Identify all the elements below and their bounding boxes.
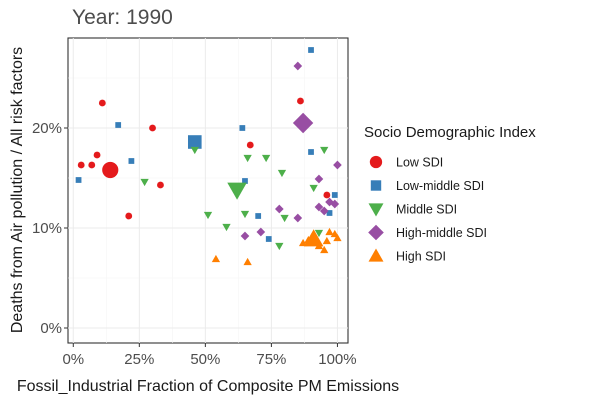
legend-key-middle-sdi <box>368 203 384 217</box>
x-axis-title: Fossil_Industrial Fraction of Composite … <box>17 378 399 395</box>
data-point-middle-sdi <box>280 214 289 223</box>
data-points <box>75 47 342 266</box>
data-point-middle-sdi <box>140 178 149 187</box>
data-point-high-sdi <box>320 245 329 254</box>
data-point-low-sdi <box>297 97 304 105</box>
data-point-high-sdi <box>314 241 324 250</box>
data-point-low-middle-sdi <box>115 122 122 128</box>
data-point-high-sdi <box>322 236 332 245</box>
data-point-low-middle-sdi <box>331 192 338 198</box>
x-tick-label: 50% <box>190 351 220 368</box>
data-point-low-middle-sdi <box>255 213 262 219</box>
data-point-low-sdi <box>246 141 254 149</box>
legend-label-low-middle-sdi: Low-middle SDI <box>396 179 484 193</box>
data-point-high-middle-sdi <box>330 199 340 209</box>
data-point-middle-sdi <box>222 223 231 232</box>
data-point-high-middle-sdi <box>293 213 303 223</box>
legend-key-high-sdi <box>368 248 384 262</box>
data-point-high-middle-sdi <box>314 202 324 212</box>
legend-label-high-middle-sdi: High-middle SDI <box>396 226 487 240</box>
data-point-middle-sdi <box>243 154 252 163</box>
data-point-low-middle-sdi <box>239 125 246 131</box>
data-point-low-sdi <box>149 124 156 132</box>
data-point-high-middle-sdi <box>256 227 266 237</box>
data-point-middle-sdi <box>277 169 287 178</box>
plot-panel <box>67 37 349 344</box>
data-point-low-sdi <box>98 99 106 107</box>
y-tick-label: 10% <box>32 220 62 237</box>
data-point-high-middle-sdi <box>293 61 303 71</box>
data-point-low-sdi <box>77 161 85 169</box>
data-point-low-sdi <box>93 151 101 159</box>
data-point-low-sdi <box>157 181 164 189</box>
data-point-high-middle-sdi <box>240 231 250 241</box>
data-point-low-sdi <box>323 191 331 199</box>
legend-label-high-sdi: High SDI <box>396 250 446 264</box>
data-point-high-sdi <box>325 227 334 236</box>
data-point-middle-sdi <box>203 211 213 220</box>
data-point-low-sdi <box>88 161 96 169</box>
data-point-middle-sdi <box>320 146 329 155</box>
data-point-low-middle-sdi <box>128 158 135 164</box>
x-axis: 0% 25% 50% 75% 100% <box>62 343 357 368</box>
data-point-low-sdi <box>102 161 119 179</box>
legend-label-low-sdi: Low SDI <box>396 156 443 170</box>
data-point-low-middle-sdi <box>308 47 314 53</box>
data-point-middle-sdi <box>314 229 324 238</box>
data-point-middle-sdi <box>261 154 271 163</box>
data-point-high-middle-sdi <box>333 160 342 170</box>
data-point-low-sdi <box>125 212 133 220</box>
data-point-high-sdi <box>211 254 221 263</box>
data-point-high-sdi <box>243 257 252 266</box>
data-point-high-middle-sdi <box>292 112 314 134</box>
data-point-high-sdi <box>333 233 342 242</box>
legend-key-low-sdi <box>369 155 383 169</box>
x-tick-label: 25% <box>124 351 154 368</box>
y-axis: 0% 10% 20% <box>32 120 68 337</box>
data-point-middle-sdi <box>240 210 250 219</box>
legend-title: Socio Demographic Index <box>364 124 536 141</box>
x-tick-label: 100% <box>318 351 356 368</box>
data-point-high-middle-sdi <box>319 206 329 216</box>
data-point-low-middle-sdi <box>242 178 248 184</box>
x-tick-label: 75% <box>256 351 286 368</box>
data-point-middle-sdi <box>309 184 318 193</box>
chart-title: Year: 1990 <box>72 6 173 29</box>
grid <box>68 38 348 343</box>
data-point-high-middle-sdi <box>275 204 284 214</box>
data-point-middle-sdi <box>190 146 199 155</box>
y-axis-title: Deaths from Air pollution / All risk fac… <box>9 47 26 333</box>
data-point-low-middle-sdi <box>75 177 82 183</box>
data-point-low-middle-sdi <box>308 149 314 155</box>
data-point-middle-sdi <box>227 182 247 200</box>
data-point-middle-sdi <box>275 242 284 251</box>
legend: Socio Demographic Index Low SDI Low-middl… <box>364 124 536 264</box>
data-point-low-middle-sdi <box>187 135 202 149</box>
data-point-high-sdi <box>303 229 324 247</box>
data-point-low-middle-sdi <box>326 210 333 216</box>
legend-key-high-middle-sdi <box>368 224 384 241</box>
data-point-high-middle-sdi <box>314 174 324 184</box>
x-tick-label: 0% <box>62 351 84 368</box>
legend-label-middle-sdi: Middle SDI <box>396 203 457 217</box>
legend-key-low-middle-sdi <box>370 180 382 191</box>
y-tick-label: 20% <box>32 120 62 137</box>
y-tick-label: 0% <box>40 320 62 337</box>
data-point-low-middle-sdi <box>265 236 272 242</box>
